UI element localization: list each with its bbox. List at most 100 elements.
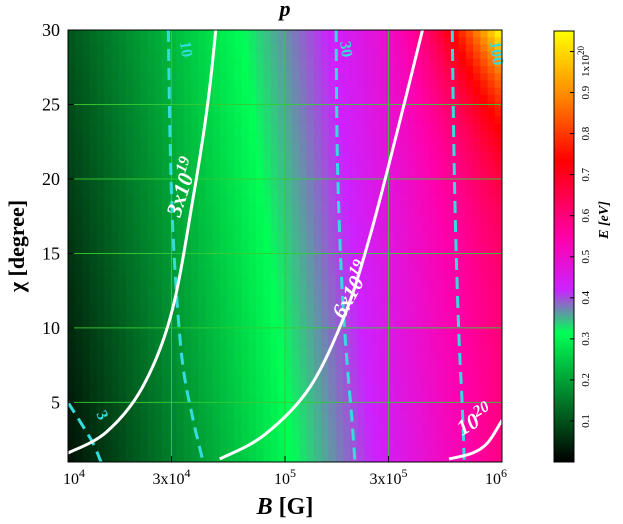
heatmap-cell (111, 174, 120, 182)
heatmap-cell (444, 102, 452, 110)
heatmap-cell (248, 390, 257, 398)
heatmap-cell (104, 361, 112, 369)
heatmap-cell (415, 318, 424, 326)
heatmap-cell (169, 116, 178, 125)
heatmap-cell (198, 260, 207, 269)
x-tick-label: 105 (274, 466, 296, 488)
heatmap-cell (473, 138, 481, 146)
heatmap-cell (415, 58, 424, 67)
heatmap-cell (205, 310, 214, 319)
heatmap-cell (429, 188, 438, 197)
heatmap-cell (444, 145, 452, 153)
heatmap-cell (140, 174, 149, 182)
heatmap-cell (111, 37, 120, 45)
heatmap-cell (169, 433, 178, 441)
heatmap-cell (400, 368, 409, 377)
heatmap-cell (436, 102, 445, 110)
heatmap-cell (357, 202, 366, 211)
heatmap-cell (176, 73, 185, 81)
heatmap-cell (415, 426, 424, 434)
heatmap-cell (379, 274, 387, 283)
heatmap-cell (429, 109, 438, 117)
heatmap-cell (285, 267, 293, 276)
heatmap-cell (335, 51, 344, 60)
heatmap-cell (75, 267, 84, 276)
heatmap-cell (125, 238, 134, 247)
heatmap-cell (429, 411, 438, 420)
heatmap-cell (277, 440, 286, 449)
heatmap-cell (357, 354, 366, 362)
heatmap-cell (111, 159, 120, 168)
heatmap-cell (400, 152, 409, 161)
heatmap-cell (248, 210, 257, 218)
heatmap-cell (444, 411, 452, 420)
heatmap-cell (176, 66, 185, 74)
heatmap-cell (487, 159, 496, 168)
heatmap-cell (350, 109, 358, 117)
heatmap-cell (371, 30, 380, 38)
heatmap-cell (458, 325, 467, 333)
heatmap-cell (400, 411, 409, 420)
heatmap-cell (248, 433, 257, 441)
heatmap-cell (241, 303, 250, 312)
heatmap-cell (285, 51, 293, 60)
heatmap-cell (321, 87, 329, 96)
heatmap-cell (263, 404, 272, 413)
heatmap-cell (140, 80, 149, 89)
heatmap-cell (133, 152, 141, 161)
heatmap-cell (212, 130, 221, 139)
heatmap-cell (436, 375, 445, 384)
heatmap-cell (299, 318, 308, 326)
heatmap-cell (183, 188, 192, 197)
heatmap-cell (313, 66, 322, 74)
heatmap-cell (473, 102, 481, 110)
heatmap-cell (241, 224, 250, 233)
heatmap-cell (82, 116, 91, 125)
heatmap-cell (379, 411, 387, 420)
heatmap-cell (190, 397, 199, 405)
heatmap-cell (68, 397, 76, 405)
heatmap-cell (241, 30, 250, 38)
heatmap-cell (234, 217, 243, 225)
heatmap-cell (400, 267, 409, 276)
heatmap-cell (169, 289, 178, 297)
heatmap-cell (205, 166, 214, 175)
heatmap-cell (75, 411, 84, 420)
heatmap-cell (82, 87, 91, 96)
heatmap-cell (277, 44, 286, 53)
heatmap-cell (270, 411, 279, 420)
heatmap-cell (415, 217, 424, 225)
heatmap-cell (277, 274, 286, 283)
heatmap-cell (212, 296, 221, 305)
heatmap-cell (270, 260, 279, 269)
heatmap-cell (444, 332, 452, 341)
heatmap-cell (125, 159, 134, 168)
heatmap-cell (125, 224, 134, 233)
heatmap-cell (256, 253, 264, 261)
heatmap-cell (436, 51, 445, 60)
heatmap-cell (118, 58, 127, 67)
heatmap-cell (306, 404, 315, 413)
heatmap-cell (270, 368, 279, 377)
heatmap-cell (321, 282, 329, 290)
heatmap-cell (205, 361, 214, 369)
heatmap-cell (277, 382, 286, 391)
heatmap-cell (386, 87, 395, 96)
heatmap-cell (248, 130, 257, 139)
heatmap-cell (487, 440, 496, 449)
heatmap-cell (458, 404, 467, 413)
heatmap-cell (198, 246, 207, 254)
heatmap-cell (422, 303, 431, 312)
heatmap-cell (436, 397, 445, 405)
heatmap-cell (328, 454, 337, 462)
heatmap-cell (292, 447, 301, 456)
heatmap-cell (379, 123, 387, 132)
heatmap-cell (263, 346, 272, 355)
heatmap-cell (458, 188, 467, 197)
heatmap-cell (444, 289, 452, 297)
heatmap-cell (487, 274, 496, 283)
heatmap-cell (451, 195, 460, 204)
heatmap-cell (234, 426, 243, 434)
x-axis-ticks: 104 3x104 105 3x105 106 (63, 456, 507, 488)
heatmap-cell (227, 37, 235, 45)
